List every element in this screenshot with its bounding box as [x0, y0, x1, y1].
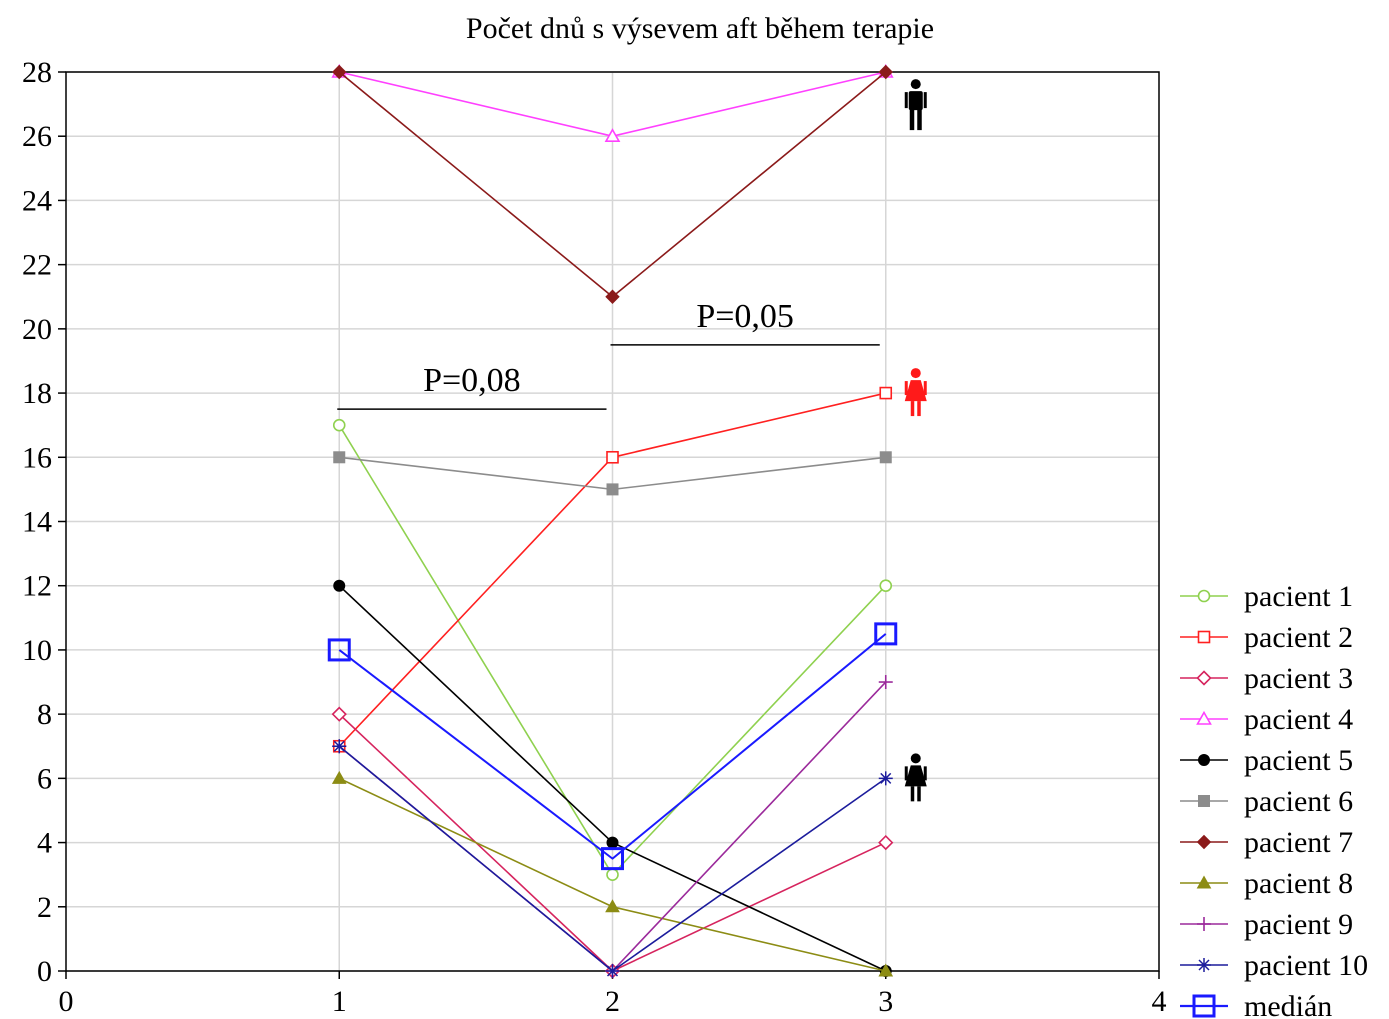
data-point — [879, 451, 892, 464]
person-icons — [904, 79, 927, 802]
series-line — [338, 633, 887, 860]
legend-marker — [1198, 795, 1210, 807]
legend-label: pacient 5 — [1244, 744, 1353, 777]
series-11 — [327, 622, 898, 871]
legend-item: pacient 2 — [1180, 621, 1353, 654]
y-tick-label: 22 — [22, 249, 52, 282]
x-tick-label: 0 — [59, 985, 74, 1018]
y-tick-label: 0 — [37, 955, 52, 988]
data-point — [878, 675, 893, 690]
data-point — [332, 418, 346, 432]
y-tick-label: 6 — [37, 762, 52, 795]
x-tick-label: 2 — [605, 985, 620, 1018]
data-point — [601, 847, 624, 871]
grid-lines — [66, 71, 1159, 972]
y-tick-label: 18 — [22, 377, 52, 410]
data-point — [331, 706, 347, 722]
legend-label: pacient 7 — [1244, 826, 1353, 859]
legend-label: medián — [1244, 990, 1332, 1019]
legend-marker — [1192, 994, 1216, 1018]
legend-item: pacient 5 — [1180, 744, 1353, 777]
y-tick-label: 28 — [22, 56, 52, 89]
data-point — [604, 128, 621, 143]
data-point — [605, 289, 620, 304]
series-layer — [327, 63, 898, 979]
female-person-icon — [904, 368, 927, 417]
legend-item: medián — [1180, 990, 1332, 1019]
legend-marker — [1197, 630, 1211, 644]
legend-marker — [1196, 834, 1212, 850]
data-point — [879, 386, 893, 400]
series-6 — [333, 451, 892, 496]
legend-item: pacient 3 — [1180, 662, 1353, 695]
data-point — [333, 451, 346, 464]
data-point — [605, 964, 620, 978]
legend-item: pacient 1 — [1180, 580, 1353, 613]
legend-label: pacient 1 — [1244, 580, 1353, 613]
legend: pacient 1 pacient 2 pacient 3 pacient 4 paci… — [1180, 580, 1368, 1019]
legend-marker — [1196, 670, 1212, 686]
legend-item: pacient 6 — [1180, 785, 1353, 818]
legend-marker — [1197, 589, 1211, 603]
data-point — [606, 483, 619, 496]
y-tick-label: 8 — [37, 698, 52, 731]
female-person-icon — [904, 753, 927, 802]
data-point — [332, 739, 347, 754]
legend-label: pacient 10 — [1244, 949, 1368, 982]
series-1 — [332, 418, 893, 881]
data-point — [332, 64, 347, 80]
y-tick-label: 2 — [37, 891, 52, 924]
y-tick-label: 4 — [37, 827, 52, 860]
data-point — [606, 868, 619, 881]
legend-item: pacient 4 — [1180, 703, 1353, 736]
legend-label: pacient 8 — [1244, 867, 1353, 900]
data-point — [874, 622, 898, 646]
x-tick-label: 4 — [1152, 985, 1167, 1018]
data-point — [605, 899, 620, 913]
data-point — [878, 834, 894, 851]
x-tick-label: 1 — [332, 985, 347, 1018]
legend-marker — [1196, 710, 1212, 725]
data-point — [333, 579, 346, 592]
legend-marker — [1197, 917, 1211, 931]
legend-item: pacient 9 — [1180, 908, 1353, 941]
data-point — [331, 770, 347, 784]
p-value-label: P=0,05 — [696, 298, 794, 335]
legend-marker — [1197, 958, 1211, 972]
legend-label: pacient 2 — [1244, 621, 1353, 654]
legend-item: pacient 8 — [1180, 867, 1353, 900]
y-tick-label: 10 — [22, 634, 52, 667]
y-tick-label: 24 — [22, 184, 52, 217]
series-7 — [332, 64, 893, 304]
legend-label: pacient 3 — [1244, 662, 1353, 695]
legend-marker — [1198, 754, 1210, 766]
data-point — [327, 638, 351, 662]
annotations: P=0,08 P=0,05 — [337, 298, 880, 410]
legend-label: pacient 6 — [1244, 785, 1353, 818]
y-tick-label: 26 — [22, 120, 52, 153]
y-tick-label: 12 — [22, 570, 52, 603]
series-10 — [332, 739, 893, 978]
x-tick-label: 3 — [878, 985, 893, 1018]
data-point — [878, 64, 893, 80]
y-tick-label: 20 — [22, 313, 52, 346]
data-point — [606, 836, 619, 849]
chart-title: Počet dnů s výsevem aft během terapie — [466, 12, 934, 45]
legend-label: pacient 9 — [1244, 908, 1353, 941]
data-point — [606, 450, 619, 464]
legend-item: pacient 10 — [1180, 949, 1368, 982]
y-tick-label: 16 — [22, 441, 52, 474]
p-value-label: P=0,08 — [423, 362, 521, 399]
data-point — [878, 963, 894, 977]
data-point — [878, 771, 893, 786]
male-person-icon — [904, 79, 927, 131]
legend-item: pacient 7 — [1180, 826, 1353, 859]
y-tick-label: 14 — [22, 506, 52, 539]
legend-label: pacient 4 — [1244, 703, 1353, 736]
data-point — [879, 579, 893, 593]
legend-marker — [1196, 875, 1212, 889]
